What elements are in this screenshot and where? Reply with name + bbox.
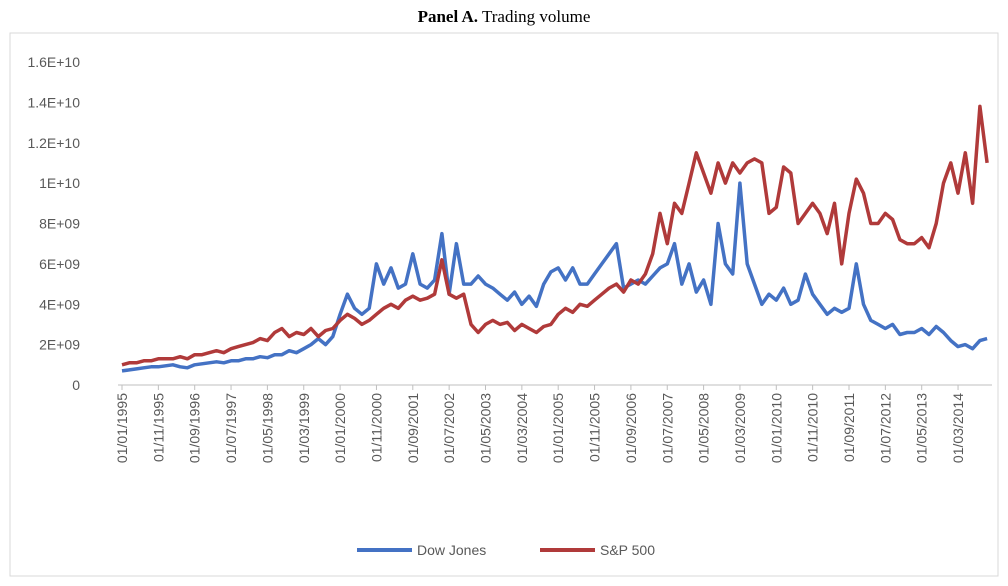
x-tick-label: 01/07/2002	[441, 393, 457, 463]
x-tick-label: 01/11/1995	[150, 393, 166, 462]
x-tick-label: 01/03/1999	[296, 393, 312, 463]
x-tick-label: 01/09/2006	[623, 393, 639, 463]
x-tick-label: 01/05/2013	[914, 393, 930, 463]
x-tick-label: 01/03/2014	[950, 393, 966, 463]
x-tick-label: 01/07/2012	[877, 393, 893, 463]
y-tick-label: 1.6E+10	[27, 54, 80, 70]
y-tick-label: 8E+09	[39, 216, 80, 232]
x-tick-label: 01/09/2001	[405, 393, 421, 463]
x-tick-label: 01/11/2010	[805, 393, 821, 462]
y-tick-label: 6E+09	[39, 256, 80, 272]
x-tick-label: 01/03/2009	[732, 393, 748, 463]
x-tick-label: 01/09/1996	[187, 393, 203, 463]
chart-title: Panel A. Trading volume	[418, 7, 591, 26]
x-tick-label: 01/05/2003	[478, 393, 494, 463]
x-tick-label: 01/01/1995	[114, 393, 130, 463]
x-tick-label: 01/05/2008	[696, 393, 712, 463]
title-text: Trading volume	[482, 7, 590, 26]
x-tick-label: 01/11/2000	[368, 393, 384, 462]
x-tick-label: 01/09/2011	[841, 393, 857, 462]
x-tick-label: 01/07/1997	[223, 393, 239, 463]
series-line	[121, 181, 988, 373]
series-line	[121, 104, 989, 367]
x-tick-label: 01/01/2000	[332, 393, 348, 463]
x-tick-label: 01/11/2005	[587, 393, 603, 462]
x-tick-label: 01/05/1998	[259, 393, 275, 463]
y-tick-label: 1.2E+10	[27, 135, 80, 151]
legend-label: S&P 500	[600, 542, 655, 558]
y-tick-label: 4E+09	[39, 296, 80, 312]
y-tick-label: 1E+10	[39, 175, 80, 191]
x-tick-label: 01/07/2007	[659, 393, 675, 463]
y-tick-label: 2E+09	[39, 337, 80, 353]
x-tick-label: 01/01/2010	[768, 393, 784, 463]
y-tick-label: 1.4E+10	[27, 94, 80, 110]
chart-frame	[9, 32, 999, 577]
title-label: Panel A.	[418, 7, 478, 26]
x-tick-label: 01/01/2005	[550, 393, 566, 463]
y-tick-label: 0	[72, 377, 80, 393]
legend-label: Dow Jones	[417, 542, 486, 558]
x-tick-label: 01/03/2004	[514, 393, 530, 463]
